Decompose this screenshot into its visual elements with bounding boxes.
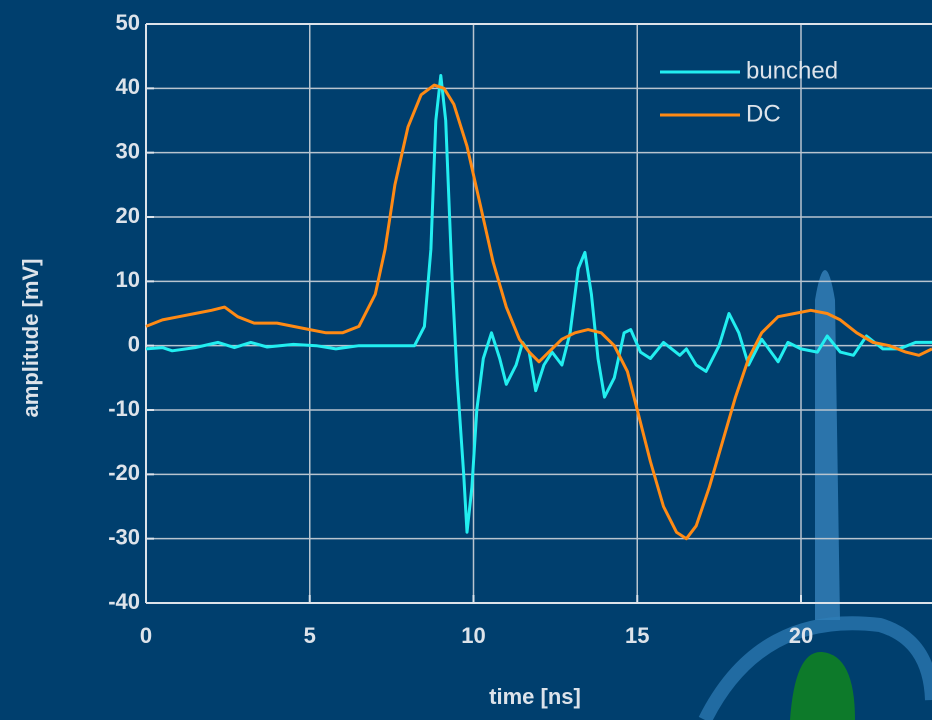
legend-label: bunched — [746, 57, 838, 84]
series-line — [146, 76, 932, 533]
y-tick-label: 10 — [116, 267, 140, 292]
y-tick-label: 40 — [116, 74, 140, 99]
chart: -40 -30 -20 -10 0 10 20 30 40 50 0 5 10 15 20 bunched DC… — [0, 0, 932, 720]
page: {"chart_data": { "type": "line", "x_labe… — [0, 0, 932, 720]
plot-area: -40 -30 -20 -10 0 10 20 30 40 50 0 5 10 15 20 bunched DC — [108, 10, 932, 648]
x-axis-label: time [ns] — [489, 684, 581, 709]
y-tick-label: 0 — [128, 331, 140, 356]
y-tick-label: -10 — [108, 396, 140, 421]
x-tick-label: 0 — [140, 623, 152, 648]
decoration — [815, 270, 840, 620]
y-tick-label: 20 — [116, 203, 140, 228]
legend-label: DC — [746, 100, 781, 127]
y-tick-label: -40 — [108, 589, 140, 614]
x-tick-label: 20 — [789, 623, 813, 648]
y-axis-label: amplitude [mV] — [18, 259, 43, 418]
y-tick-label: 50 — [116, 10, 140, 35]
x-tick-label: 10 — [461, 623, 485, 648]
decoration — [790, 652, 855, 720]
y-tick-label: 30 — [116, 138, 140, 163]
y-tick-label: -20 — [108, 460, 140, 485]
y-tick-label: -30 — [108, 524, 140, 549]
x-tick-label: 5 — [304, 623, 316, 648]
x-tick-label: 15 — [625, 623, 649, 648]
